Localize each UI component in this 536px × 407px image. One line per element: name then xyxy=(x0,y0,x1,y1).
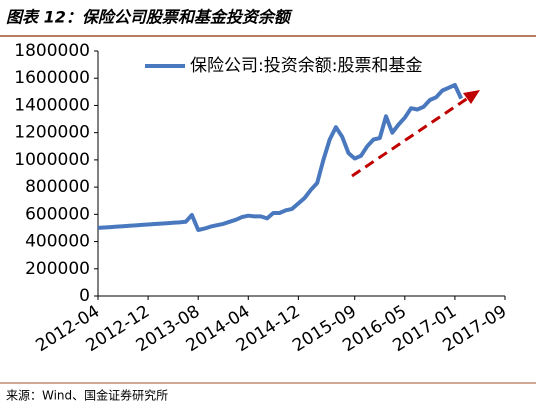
data-line xyxy=(97,83,464,232)
y-tick-label: 0 xyxy=(79,286,90,306)
chart-title: 图表 12：保险公司股票和基金投资余额 xyxy=(6,8,293,27)
trend-arrow xyxy=(351,90,480,178)
y-tick-label: 1600000 xyxy=(14,68,90,88)
y-tick-label: 200000 xyxy=(25,259,90,279)
y-tick-label: 1200000 xyxy=(14,123,90,143)
y-tick-label: 400000 xyxy=(25,232,90,252)
source-note: 来源：Wind、国金证券研究所 xyxy=(6,388,168,403)
y-tick-label: 800000 xyxy=(25,177,90,197)
legend-label: 保险公司:投资余额:股票和基金 xyxy=(190,56,422,76)
y-tick-label: 600000 xyxy=(25,204,90,224)
y-tick-label: 1800000 xyxy=(14,41,90,61)
y-tick-label: 1400000 xyxy=(14,95,90,115)
y-tick-label: 1000000 xyxy=(14,150,90,170)
